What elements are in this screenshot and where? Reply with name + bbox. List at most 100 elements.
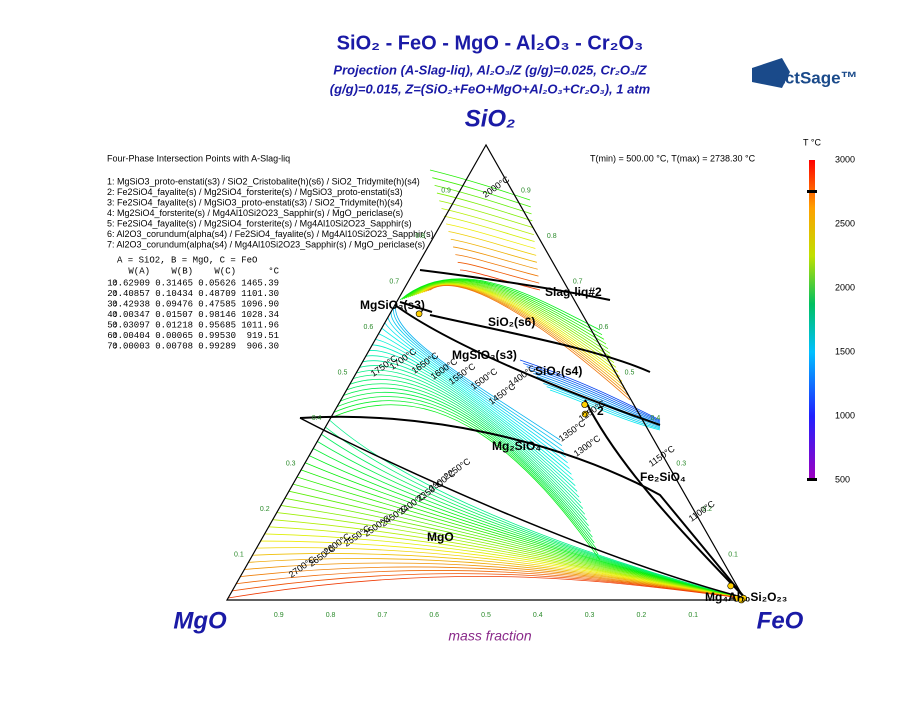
table-cell: 0.31465 [155, 278, 193, 288]
table-cell: 2: [107, 289, 118, 299]
isotherm [446, 223, 536, 249]
isotherm [330, 404, 601, 561]
isotherm [413, 282, 615, 363]
isotherm-label: 2250°C [442, 456, 473, 482]
phase-label: MgSiO₃(s3) [452, 348, 517, 362]
colorbar-marker [807, 478, 817, 481]
axis-tick: 0.2 [637, 612, 647, 619]
table-cell: 1011.96 [241, 320, 279, 330]
trange: T(min) = 500.00 °C, T(max) = 2738.30 °C [590, 153, 756, 163]
table-cell: 919.51 [247, 331, 279, 341]
legend-item: 2: Fe2SiO4_fayalite(s) / Mg2SiO4_forster… [107, 187, 403, 197]
isotherm-label: 1100°C [687, 498, 717, 523]
table-cell: 7: [107, 341, 118, 351]
table-cell: 906.30 [247, 341, 279, 351]
isotherm [395, 299, 561, 441]
colorbar-tick: 2500 [835, 218, 855, 228]
boundary [394, 304, 661, 426]
table-cell: 0.98146 [198, 310, 236, 320]
phase-label: 2 [597, 404, 604, 418]
boundary [399, 301, 433, 313]
table-cell: 0.01507 [155, 310, 193, 320]
table-cell: 0.40857 [112, 289, 150, 299]
phase-label: SiO₂(s4) [535, 364, 582, 378]
colorbar-tick: 500 [835, 474, 850, 484]
isotherm [390, 311, 565, 452]
isotherms [228, 169, 743, 599]
corner-label: SiO₂ [465, 105, 516, 132]
isotherm [368, 350, 578, 492]
isotherm [546, 386, 661, 430]
legend-item: 7: Al2O3_corundum(alpha(s4) / Mg4Al10Si2… [107, 239, 425, 249]
table-caption: A = SiO2, B = MgO, C = FeO [117, 255, 257, 265]
table-cell: 0.95685 [198, 320, 236, 330]
phase-boundaries [299, 269, 746, 599]
table-cell: 0.00065 [155, 331, 193, 341]
isotherm [362, 360, 582, 504]
table-cell: 0.42938 [112, 299, 150, 309]
colorbar-marker [807, 190, 817, 193]
boundary [584, 399, 746, 599]
boundary [299, 415, 746, 599]
isotherm-label: 1300°C [572, 433, 603, 459]
isotherm [387, 316, 566, 458]
isotherm [519, 359, 661, 421]
isotherm [441, 208, 534, 235]
isotherm [543, 382, 661, 429]
invariant-point [738, 596, 745, 604]
table-cell: 0.00347 [112, 310, 150, 320]
isotherm [407, 281, 609, 350]
table-cell: 4: [107, 310, 118, 320]
subtitle: Projection (A-Slag-liq), Al₂O₃/Z (g/g)=0… [333, 62, 647, 77]
isotherm [236, 570, 743, 599]
legend-item: 5: Fe2SiO4_fayalite(s) / Mg2SiO4_forster… [107, 218, 412, 228]
table-cell: 0.00003 [112, 341, 150, 351]
table-cell: 1096.90 [241, 299, 279, 309]
isotherm [429, 285, 631, 401]
isotherm [439, 200, 534, 229]
phase-label: Slag-liq#2 [545, 285, 602, 299]
logo-shape [752, 58, 790, 88]
table-cell: 0.99530 [198, 331, 236, 341]
logo-text: FactSage™ [765, 68, 858, 87]
isotherm [455, 254, 539, 277]
isotherm [432, 177, 531, 208]
isotherm [336, 396, 597, 549]
isotherm [434, 184, 532, 215]
invariant-point [581, 410, 589, 418]
isotherm [375, 338, 574, 481]
legend-item: 3: Fe2SiO4_fayalite(s) / MgSiO3_proto-en… [107, 197, 403, 207]
table-cell: 0.01218 [155, 320, 193, 330]
isotherm [393, 305, 563, 447]
isotherm [549, 389, 661, 431]
invariant-point [581, 401, 588, 408]
axis-tick: 0.1 [234, 551, 244, 558]
table-cell: 0.48709 [198, 289, 236, 299]
legend-title: Four-Phase Intersection Points with A-Sl… [107, 153, 290, 163]
isotherm [533, 372, 661, 425]
table-cell: 0.09476 [155, 299, 193, 309]
table-cell: 1028.34 [241, 310, 279, 320]
isotherm [340, 391, 595, 544]
triangle [225, 143, 747, 601]
isotherm [378, 333, 572, 475]
title: SiO₂ - FeO - MgO - Al₂O₃ - Cr₂O₃ [337, 32, 644, 54]
boundary [419, 269, 611, 301]
colorbar [809, 160, 815, 480]
isotherm [365, 355, 580, 498]
axis-tick: 0.6 [364, 324, 374, 331]
table-cell: 0.00404 [112, 331, 150, 341]
phase-label: Fe₂SiO₄ [640, 470, 686, 484]
axis-tick: 0.8 [415, 233, 425, 240]
isotherm [399, 278, 601, 331]
table-header: W(B) [171, 266, 193, 276]
isotherm [436, 192, 533, 222]
table-header: °C [268, 266, 279, 276]
isotherm [411, 282, 613, 359]
table-cell: 1465.39 [241, 278, 279, 288]
axis-label: mass fraction [448, 628, 531, 644]
table-cell: 3: [107, 299, 118, 309]
isotherm [384, 322, 568, 464]
axis-tick: 0.3 [585, 612, 595, 619]
